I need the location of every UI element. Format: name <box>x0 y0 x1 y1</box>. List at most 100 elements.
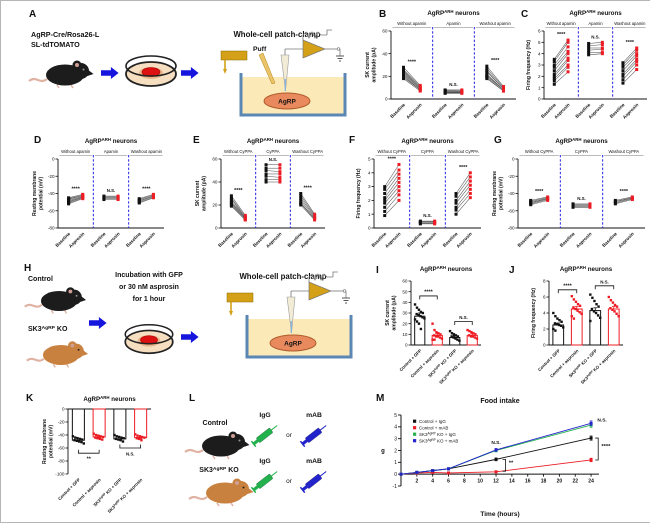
svg-text:AgRPARH neurons: AgRPARH neurons <box>85 137 138 145</box>
svg-text:-40: -40 <box>48 191 55 196</box>
black-mouse-icon <box>184 431 250 460</box>
svg-text:Washout CyPPA: Washout CyPPA <box>608 149 639 154</box>
svg-text:0: 0 <box>385 97 388 102</box>
svg-text:AgRPARH neurons: AgRPARH neurons <box>560 265 613 273</box>
svg-text:SK current: SK current <box>365 52 371 78</box>
svg-text:Without CyPPA: Without CyPPA <box>224 149 253 154</box>
patch-rig-icon: Whole-cell patch-clamp AgRP <box>226 271 353 359</box>
chart-plot-E: AgRPARH neurons 0 20 40 60 SK current amplitud… <box>195 137 325 249</box>
svg-text:-80: -80 <box>58 459 65 464</box>
panel-k-letter: K <box>26 393 34 404</box>
svg-text:Asprosin: Asprosin <box>455 231 473 249</box>
svg-text:Washout CyPPA: Washout CyPPA <box>448 149 479 154</box>
svg-text:6: 6 <box>447 479 450 485</box>
svg-text:AgRPARH neurons: AgRPARH neurons <box>555 137 608 145</box>
svg-text:N.S.: N.S. <box>423 213 432 218</box>
petri-dish-icon <box>125 55 177 87</box>
svg-text:8: 8 <box>463 479 466 485</box>
svg-text:Baseline: Baseline <box>517 231 534 248</box>
svg-text:0: 0 <box>62 407 65 412</box>
svg-text:****: **** <box>601 444 611 450</box>
svg-text:60: 60 <box>402 279 408 284</box>
arrow-icon <box>181 66 199 80</box>
svg-text:Incubation with GFP: Incubation with GFP <box>115 272 183 279</box>
svg-text:N.S.: N.S. <box>107 188 116 193</box>
svg-text:0: 0 <box>538 97 541 102</box>
svg-text:Baseline: Baseline <box>559 231 576 248</box>
chart-plot-C: AgRPARH neurons 0 1 2 3 4 5 6 Firing frequency (… <box>526 9 647 120</box>
svg-text:****: **** <box>557 32 566 38</box>
svg-text:SK3AgRP KO: SK3AgRP KO <box>199 466 239 474</box>
svg-text:Whole-cell patch-clamp: Whole-cell patch-clamp <box>233 30 320 39</box>
black-mouse-icon <box>24 287 87 314</box>
svg-text:Baseline: Baseline <box>389 102 406 119</box>
svg-text:AgRP: AgRP <box>278 99 296 106</box>
svg-text:Asprosin: Asprosin <box>68 231 86 249</box>
panel-c-letter: C <box>521 9 528 20</box>
brown-mouse-icon <box>26 341 89 368</box>
svg-text:potential (mV): potential (mV) <box>39 177 45 211</box>
igg-syringe-icon <box>250 471 278 494</box>
svg-text:****: **** <box>535 189 544 195</box>
svg-text:****: **** <box>620 189 629 195</box>
svg-text:N.S.: N.S. <box>491 440 500 446</box>
arrow-icon <box>101 66 119 80</box>
svg-text:Baseline: Baseline <box>601 231 618 248</box>
panel-l-schematic: L Control SK3AgRP KO IgG or mAB IgG or mAB <box>184 393 327 507</box>
svg-text:4: 4 <box>543 311 546 316</box>
svg-text:N.S.: N.S. <box>459 315 468 320</box>
svg-text:Control + IgG: Control + IgG <box>419 419 446 424</box>
svg-text:0: 0 <box>368 226 371 231</box>
svg-text:**: ** <box>509 461 514 467</box>
panel-a-letter: A <box>29 9 36 20</box>
svg-text:Food intake: Food intake <box>480 398 519 405</box>
svg-text:or 30 nM asprosin: or 30 nM asprosin <box>119 284 179 291</box>
svg-text:AgRPARH neurons: AgRPARH neurons <box>83 395 136 403</box>
svg-text:Whole-cell patch-clamp: Whole-cell patch-clamp <box>239 272 326 281</box>
svg-text:N.S.: N.S. <box>126 452 135 457</box>
svg-text:Without apamin: Without apamin <box>397 21 427 26</box>
svg-text:Resting membrane: Resting membrane <box>492 171 498 216</box>
panel-j-chart: J AgRPARH neurons 0 2 4 6 8 Firing frequency (… <box>509 265 623 385</box>
svg-text:0: 0 <box>52 157 55 162</box>
svg-text:Firing frequency (Hz): Firing frequency (Hz) <box>356 168 362 218</box>
svg-text:50: 50 <box>402 289 408 294</box>
panel-e-chart: E AgRPARH neurons 0 20 40 60 SK current amplit… <box>193 135 325 249</box>
svg-text:potential (mV): potential (mV) <box>49 425 55 459</box>
svg-text:1: 1 <box>394 460 397 466</box>
svg-text:N.S.: N.S. <box>597 418 606 424</box>
panel-m-letter: M <box>376 393 384 404</box>
svg-text:-40: -40 <box>508 191 515 196</box>
panel-e-letter: E <box>193 135 200 146</box>
svg-text:Asprosin: Asprosin <box>420 231 438 249</box>
svg-text:-60: -60 <box>58 446 65 451</box>
mab-syringe-icon <box>299 471 327 494</box>
svg-text:Without apamin: Without apamin <box>61 149 91 154</box>
panel-g-letter: G <box>494 135 502 146</box>
svg-text:2: 2 <box>543 327 546 332</box>
panel-b-chart: B AgRPARH neurons 0 20 40 60 SK current amplit… <box>365 9 516 120</box>
svg-text:Washout apamin: Washout apamin <box>480 21 512 26</box>
svg-text:5: 5 <box>368 157 371 162</box>
svg-text:4: 4 <box>394 425 397 431</box>
svg-text:-100: -100 <box>55 472 65 477</box>
svg-text:****: **** <box>626 40 635 46</box>
svg-text:-20: -20 <box>508 174 515 179</box>
arrow-icon <box>89 316 107 330</box>
svg-text:40: 40 <box>402 300 408 305</box>
svg-text:30: 30 <box>402 311 408 316</box>
svg-text:14: 14 <box>509 479 515 485</box>
svg-text:Asprosin: Asprosin <box>405 102 423 120</box>
svg-text:3: 3 <box>538 63 541 68</box>
svg-text:Puff: Puff <box>253 46 267 53</box>
svg-text:Apamin: Apamin <box>446 21 461 26</box>
svg-text:60: 60 <box>212 157 218 162</box>
svg-text:Asprosin: Asprosin <box>489 102 507 120</box>
svg-text:****: **** <box>459 165 468 171</box>
svg-text:0: 0 <box>215 226 218 231</box>
black-mouse-icon <box>28 60 94 89</box>
svg-text:3: 3 <box>394 436 397 442</box>
svg-text:SK current: SK current <box>385 300 391 326</box>
svg-text:6: 6 <box>543 295 546 300</box>
